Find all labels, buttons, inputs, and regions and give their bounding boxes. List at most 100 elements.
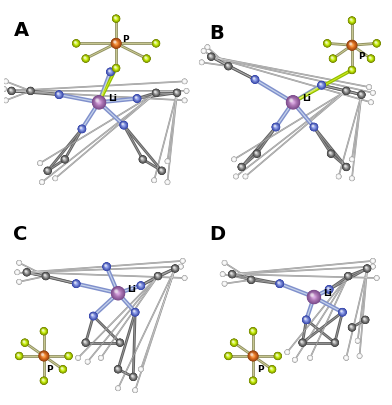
Circle shape	[311, 124, 317, 130]
Circle shape	[91, 313, 96, 319]
Circle shape	[80, 127, 84, 131]
Circle shape	[73, 40, 79, 46]
Circle shape	[209, 54, 214, 59]
Circle shape	[206, 46, 209, 48]
Circle shape	[332, 339, 338, 346]
Circle shape	[232, 340, 236, 345]
Circle shape	[153, 40, 160, 47]
Circle shape	[135, 97, 139, 100]
Circle shape	[118, 340, 122, 345]
Circle shape	[205, 45, 209, 49]
Circle shape	[83, 341, 86, 343]
Circle shape	[154, 180, 155, 181]
Circle shape	[319, 83, 324, 88]
Circle shape	[350, 177, 354, 180]
Circle shape	[329, 151, 331, 153]
Circle shape	[133, 388, 137, 392]
Circle shape	[29, 89, 33, 93]
Circle shape	[2, 87, 5, 90]
Circle shape	[38, 161, 42, 165]
Circle shape	[364, 265, 370, 272]
Circle shape	[308, 291, 320, 303]
Circle shape	[350, 43, 352, 45]
Circle shape	[153, 179, 154, 180]
Circle shape	[18, 280, 20, 283]
Circle shape	[167, 182, 168, 183]
Circle shape	[235, 175, 237, 177]
Circle shape	[18, 261, 21, 264]
Circle shape	[132, 309, 139, 316]
Circle shape	[224, 262, 225, 263]
Circle shape	[42, 354, 43, 355]
Circle shape	[226, 64, 230, 68]
Circle shape	[176, 92, 178, 94]
Circle shape	[181, 259, 185, 263]
Circle shape	[351, 177, 352, 178]
Circle shape	[270, 368, 274, 371]
Circle shape	[301, 341, 304, 344]
Circle shape	[349, 325, 354, 330]
Circle shape	[293, 358, 297, 362]
Circle shape	[76, 43, 77, 44]
Circle shape	[23, 341, 27, 345]
Circle shape	[47, 170, 49, 172]
Circle shape	[375, 276, 378, 279]
Circle shape	[84, 57, 88, 60]
Circle shape	[39, 162, 40, 163]
Circle shape	[87, 361, 88, 362]
Circle shape	[18, 281, 20, 283]
Circle shape	[113, 15, 120, 22]
Circle shape	[345, 357, 347, 358]
Circle shape	[245, 176, 246, 177]
Circle shape	[145, 57, 149, 60]
Circle shape	[140, 369, 142, 370]
Circle shape	[3, 88, 5, 90]
Circle shape	[357, 340, 359, 342]
Circle shape	[134, 311, 136, 313]
Circle shape	[227, 354, 230, 358]
Circle shape	[18, 262, 19, 263]
Circle shape	[4, 79, 8, 83]
Circle shape	[99, 356, 103, 360]
Circle shape	[301, 341, 305, 345]
Circle shape	[181, 260, 183, 261]
Circle shape	[376, 42, 378, 45]
Circle shape	[294, 358, 296, 361]
Circle shape	[85, 342, 87, 343]
Circle shape	[117, 388, 119, 389]
Circle shape	[370, 101, 371, 102]
Circle shape	[134, 389, 135, 390]
Circle shape	[73, 40, 80, 47]
Circle shape	[113, 65, 119, 71]
Circle shape	[99, 356, 103, 360]
Circle shape	[9, 89, 12, 91]
Circle shape	[350, 176, 354, 181]
Circle shape	[366, 267, 368, 270]
Circle shape	[117, 339, 123, 346]
Circle shape	[221, 273, 224, 276]
Circle shape	[185, 89, 188, 93]
Circle shape	[345, 356, 348, 360]
Circle shape	[115, 17, 117, 19]
Circle shape	[116, 43, 117, 44]
Circle shape	[166, 160, 169, 162]
Circle shape	[112, 39, 120, 48]
Circle shape	[330, 56, 335, 61]
Circle shape	[132, 376, 134, 377]
Circle shape	[2, 87, 6, 91]
Circle shape	[250, 377, 256, 384]
Circle shape	[251, 379, 255, 383]
Circle shape	[351, 20, 352, 21]
Circle shape	[11, 90, 13, 92]
Circle shape	[358, 354, 362, 358]
Circle shape	[54, 177, 56, 179]
Circle shape	[116, 367, 120, 371]
Circle shape	[185, 90, 187, 92]
Circle shape	[278, 282, 281, 285]
Circle shape	[375, 277, 378, 279]
Circle shape	[279, 283, 281, 285]
Circle shape	[243, 175, 248, 179]
Circle shape	[10, 89, 11, 91]
Circle shape	[116, 368, 118, 369]
Circle shape	[9, 89, 14, 93]
